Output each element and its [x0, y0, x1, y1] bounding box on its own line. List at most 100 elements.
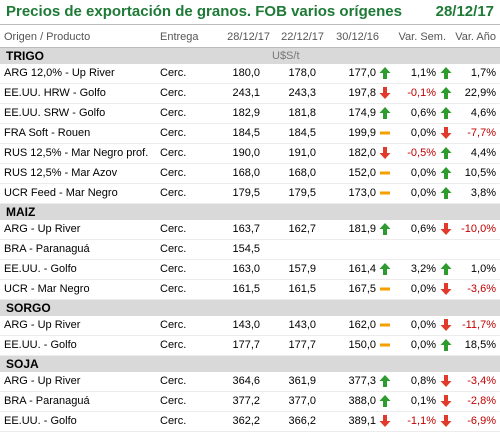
table-row: UCR - Mar Negro Cerc. 161,5 161,5 167,5 0,0% -… [0, 280, 500, 300]
arrow-up-icon [440, 86, 452, 100]
price-date-2: 168,0 [288, 167, 316, 179]
dash-icon [379, 186, 391, 200]
price-date-1: 163,0 [232, 263, 260, 275]
section-soja: SOJA [0, 356, 500, 372]
page-title: Precios de exportación de granos. FOB va… [6, 3, 402, 20]
week-variation: 0,6% [410, 223, 436, 235]
arrow-up-icon [440, 146, 452, 160]
year-variation: 4,4% [470, 147, 496, 159]
price-date-3: 377,3 [348, 375, 376, 387]
year-variation: -6,9% [467, 415, 496, 427]
price-date-3: 150,0 [348, 339, 376, 351]
price-date-3: 388,0 [348, 395, 376, 407]
col-week-var: Var. Sem. [398, 31, 446, 43]
arrow-down-icon [440, 394, 452, 408]
price-date-3: 152,0 [348, 167, 376, 179]
price-date-1: 180,0 [232, 67, 260, 79]
section-trigo: TRIGO U$S/t [0, 48, 500, 64]
week-variation: 0,0% [410, 187, 436, 199]
product-name: UCR Feed - Mar Negro [4, 187, 118, 199]
delivery: Cerc. [160, 107, 187, 119]
section-name: SORGO [6, 301, 51, 315]
delivery: Cerc. [160, 263, 187, 275]
year-variation: -3,6% [467, 283, 496, 295]
price-date-3: 173,0 [348, 187, 376, 199]
arrow-up-icon [379, 394, 391, 408]
price-date-1: 177,7 [232, 339, 260, 351]
price-date-2: 143,0 [288, 319, 316, 331]
arrow-down-icon [379, 414, 391, 428]
col-date-2: 22/12/17 [281, 31, 324, 43]
delivery: Cerc. [160, 147, 187, 159]
dash-icon [379, 166, 391, 180]
table-row: ARG - Up River Cerc. 364,6 361,9 377,3 0,8% -3… [0, 372, 500, 392]
price-date-1: 179,5 [232, 187, 260, 199]
price-date-3: 199,9 [348, 127, 376, 139]
price-date-2: 181,8 [288, 107, 316, 119]
price-date-1: 161,5 [232, 283, 260, 295]
product-name: EE.UU. - Golfo [4, 263, 77, 275]
week-variation: 0,8% [410, 375, 436, 387]
col-delivery: Entrega [160, 31, 199, 43]
year-variation: 18,5% [464, 339, 496, 351]
empty-icon [379, 242, 391, 256]
delivery: Cerc. [160, 223, 187, 235]
arrow-up-icon [379, 262, 391, 276]
table-row: EE.UU. SRW - Golfo Cerc. 182,9 181,8 174,9 0,… [0, 104, 500, 124]
table-row: UCR Feed - Mar Negro Cerc. 179,5 179,5 173,0… [0, 184, 500, 204]
arrow-down-icon [440, 126, 452, 140]
table-row: FRA Soft - Rouen Cerc. 184,5 184,5 199,9 0,0%… [0, 124, 500, 144]
price-date-2: 177,7 [288, 339, 316, 351]
section-maiz: MAIZ [0, 204, 500, 220]
arrow-up-icon [440, 338, 452, 352]
price-date-2: 161,5 [288, 283, 316, 295]
year-variation: 22,9% [464, 87, 496, 99]
table-row: ARG - Up River Cerc. 143,0 143,0 162,0 0,0% -1… [0, 316, 500, 336]
col-date-3: 30/12/16 [336, 31, 379, 43]
col-date-1: 28/12/17 [227, 31, 270, 43]
price-date-3: 182,0 [348, 147, 376, 159]
product-name: RUS 12,5% - Mar Azov [4, 167, 118, 179]
price-date-2: 191,0 [288, 147, 316, 159]
product-name: UCR - Mar Negro [4, 283, 90, 295]
delivery: Cerc. [160, 339, 187, 351]
price-table: TRIGO U$S/t ARG 12,0% - Up River Cerc. 180,0… [0, 48, 500, 432]
week-variation: -0,5% [407, 147, 436, 159]
price-date-3: 174,9 [348, 107, 376, 119]
price-date-3: 177,0 [348, 67, 376, 79]
week-variation: 3,2% [410, 263, 436, 275]
week-variation: 0,1% [410, 395, 436, 407]
arrow-up-icon [379, 66, 391, 80]
price-date-3: 389,1 [348, 415, 376, 427]
price-date-1: 182,9 [232, 107, 260, 119]
table-row: RUS 12,5% - Mar Azov Cerc. 168,0 168,0 152,0… [0, 164, 500, 184]
product-name: EE.UU. - Golfo [4, 339, 77, 351]
week-variation: 0,0% [410, 283, 436, 295]
price-date-1: 377,2 [232, 395, 260, 407]
col-origin: Origen / Producto [4, 31, 91, 43]
delivery: Cerc. [160, 319, 187, 331]
col-year-var: Var. Año [455, 31, 496, 43]
price-date-3: 197,8 [348, 87, 376, 99]
price-date-1: 168,0 [232, 167, 260, 179]
product-name: ARG 12,0% - Up River [4, 67, 115, 79]
dash-icon [379, 338, 391, 352]
price-date-3: 167,5 [348, 283, 376, 295]
dash-icon [379, 126, 391, 140]
table-row: BRA - Paranaguá Cerc. 377,2 377,0 388,0 0,1% -… [0, 392, 500, 412]
year-variation: 3,8% [470, 187, 496, 199]
price-date-1: 154,5 [232, 243, 260, 255]
delivery: Cerc. [160, 375, 187, 387]
price-date-3: 161,4 [348, 263, 376, 275]
dash-icon [379, 318, 391, 332]
delivery: Cerc. [160, 127, 187, 139]
arrow-up-icon [440, 166, 452, 180]
arrow-up-icon [379, 222, 391, 236]
arrow-up-icon [440, 262, 452, 276]
arrow-down-icon [440, 282, 452, 296]
delivery: Cerc. [160, 187, 187, 199]
product-name: ARG - Up River [4, 223, 81, 235]
dash-icon [379, 282, 391, 296]
price-date-3: 181,9 [348, 223, 376, 235]
table-row: ARG 12,0% - Up River Cerc. 180,0 178,0 177,0… [0, 64, 500, 84]
